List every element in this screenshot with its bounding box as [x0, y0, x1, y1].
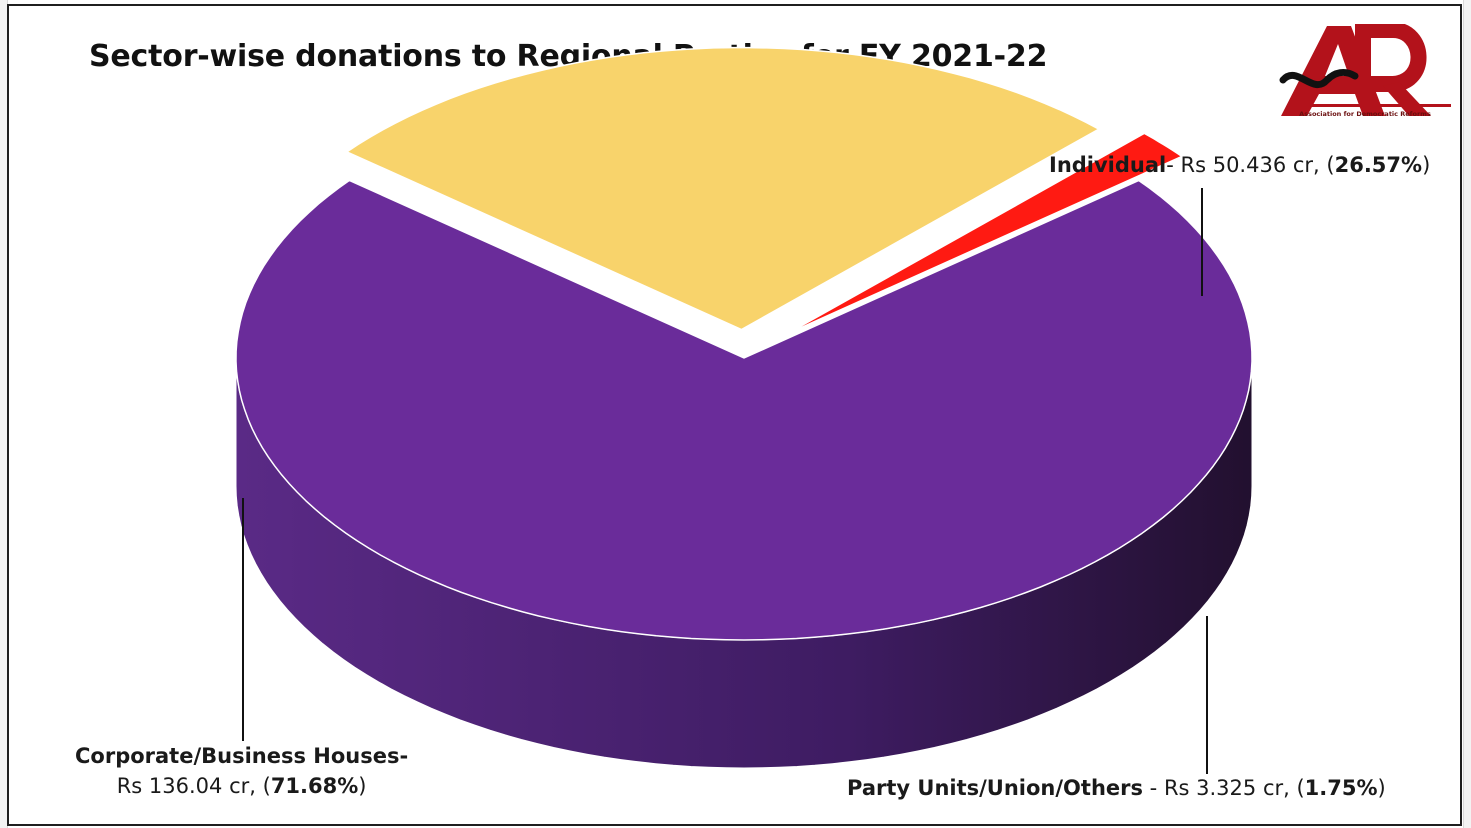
chart-frame: Sector-wise donations to Regional Partie…	[7, 4, 1462, 826]
logo-caption: Association for Democratic Reforms	[1299, 110, 1431, 118]
slice-name-corporate: Corporate/Business Houses	[75, 744, 400, 768]
data-label-individual: Individual- Rs 50.436 cr, (26.57%)	[1049, 153, 1431, 177]
slice-amount-party-units: Rs 3.325 cr,	[1163, 776, 1290, 800]
data-label-party-units: Party Units/Union/Others - Rs 3.325 cr, …	[847, 776, 1386, 800]
adr-logo: Association for Democratic Reforms	[1275, 22, 1455, 124]
pie-slice-individual	[346, 46, 1100, 331]
slice-name-individual: Individual	[1049, 153, 1167, 177]
slice-percent-individual: 26.57%	[1334, 153, 1423, 177]
data-label-corporate: Corporate/Business Houses- Rs 136.04 cr,…	[75, 744, 409, 798]
pie-slice-party-units	[786, 132, 1183, 335]
adr-logo-mark	[1279, 22, 1451, 116]
slice-percent-corporate: 71.68%	[270, 774, 359, 798]
slice-amount-individual: Rs 50.436 cr,	[1180, 153, 1320, 177]
slice-percent-party-units: 1.75%	[1304, 776, 1378, 800]
slice-amount-corporate: Rs 136.04 cr,	[116, 774, 256, 798]
spreadsheet-edge-right	[1463, 0, 1471, 828]
pie-slice-corporate	[235, 179, 1253, 641]
pie-chart	[235, 46, 1253, 774]
slice-name-party-units: Party Units/Union/Others	[847, 776, 1143, 800]
